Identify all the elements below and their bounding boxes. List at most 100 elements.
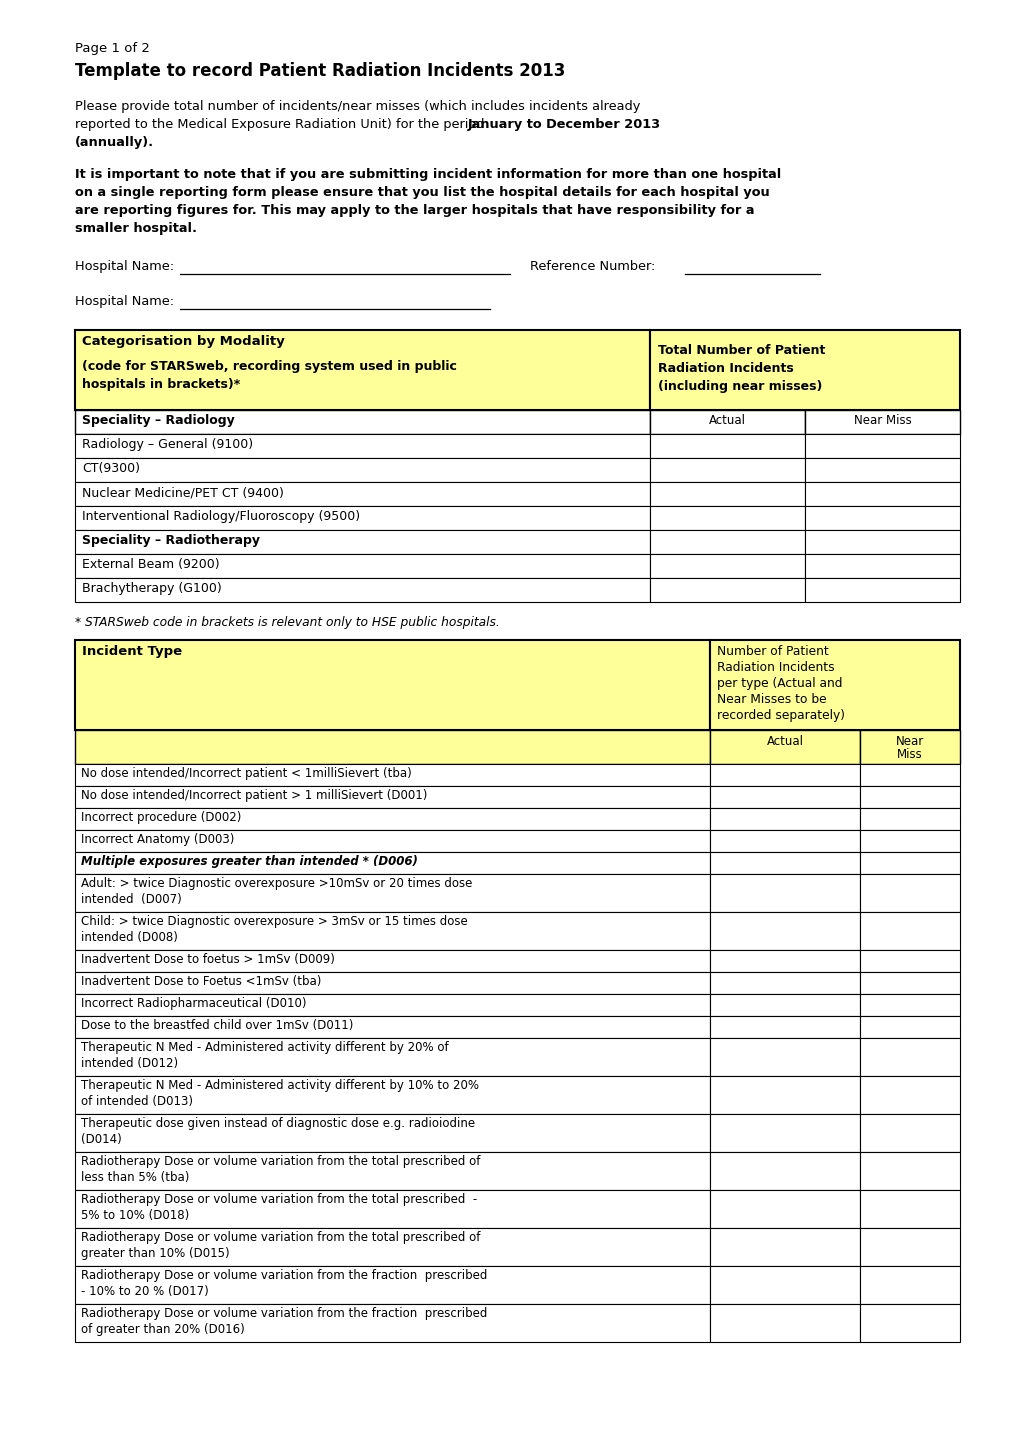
Text: Actual: Actual: [708, 414, 745, 427]
Text: hospitals in brackets)*: hospitals in brackets)*: [82, 378, 240, 391]
Bar: [75, 1152, 709, 1190]
Bar: [75, 579, 649, 602]
Text: reported to the Medical Exposure Radiation Unit) for the period: reported to the Medical Exposure Radiati…: [75, 118, 488, 131]
Bar: [804, 506, 959, 530]
Bar: [859, 1038, 959, 1076]
Bar: [859, 730, 959, 763]
Bar: [709, 949, 859, 973]
Text: Adult: > twice Diagnostic overexposure >10mSv or 20 times dose
intended  (D007): Adult: > twice Diagnostic overexposure >…: [81, 877, 472, 906]
Bar: [75, 457, 649, 482]
Bar: [709, 1152, 859, 1190]
Text: Near Miss: Near Miss: [853, 414, 911, 427]
Text: (including near misses): (including near misses): [657, 380, 821, 392]
Bar: [709, 874, 859, 912]
Bar: [75, 763, 709, 786]
Bar: [859, 912, 959, 949]
Bar: [75, 434, 649, 457]
Bar: [859, 949, 959, 973]
Text: No dose intended/Incorrect patient < 1milliSievert (tba): No dose intended/Incorrect patient < 1mi…: [81, 768, 412, 781]
Bar: [709, 1016, 859, 1038]
Bar: [859, 874, 959, 912]
Text: Child: > twice Diagnostic overexposure > 3mSv or 15 times dose
intended (D008): Child: > twice Diagnostic overexposure >…: [81, 915, 468, 945]
Bar: [709, 1038, 859, 1076]
Bar: [709, 786, 859, 808]
Bar: [75, 1228, 709, 1266]
Bar: [649, 410, 804, 434]
Text: Dose to the breastfed child over 1mSv (D011): Dose to the breastfed child over 1mSv (D…: [81, 1019, 353, 1032]
Bar: [75, 1190, 709, 1228]
Text: Template to record Patient Radiation Incidents 2013: Template to record Patient Radiation Inc…: [75, 62, 565, 79]
Bar: [75, 874, 709, 912]
Bar: [75, 530, 649, 554]
Bar: [859, 994, 959, 1016]
Bar: [709, 994, 859, 1016]
Text: Number of Patient: Number of Patient: [716, 645, 828, 658]
Text: Nuclear Medicine/PET CT (9400): Nuclear Medicine/PET CT (9400): [82, 486, 283, 499]
Bar: [709, 808, 859, 830]
Bar: [709, 641, 959, 730]
Bar: [859, 1190, 959, 1228]
Text: Actual: Actual: [765, 734, 803, 747]
Text: Total Number of Patient: Total Number of Patient: [657, 343, 824, 356]
Bar: [649, 434, 804, 457]
Text: Radiology – General (9100): Radiology – General (9100): [82, 439, 253, 452]
Text: Reference Number:: Reference Number:: [530, 260, 655, 273]
Bar: [709, 973, 859, 994]
Bar: [804, 554, 959, 579]
Bar: [649, 330, 959, 410]
Bar: [649, 457, 804, 482]
Bar: [75, 1304, 709, 1342]
Bar: [75, 1038, 709, 1076]
Bar: [75, 830, 709, 851]
Text: Incorrect Anatomy (D003): Incorrect Anatomy (D003): [81, 833, 234, 846]
Text: Radiotherapy Dose or volume variation from the total prescribed of
less than 5% : Radiotherapy Dose or volume variation fr…: [81, 1154, 480, 1185]
Bar: [709, 830, 859, 851]
Bar: [709, 851, 859, 874]
Text: Radiation Incidents: Radiation Incidents: [716, 661, 834, 674]
Bar: [859, 1266, 959, 1304]
Text: Speciality – Radiology: Speciality – Radiology: [82, 414, 234, 427]
Text: Incident Type: Incident Type: [82, 645, 182, 658]
Bar: [75, 912, 709, 949]
Text: Hospital Name:: Hospital Name:: [75, 260, 174, 273]
Text: per type (Actual and: per type (Actual and: [716, 677, 842, 690]
Bar: [649, 506, 804, 530]
Bar: [75, 994, 709, 1016]
Bar: [649, 579, 804, 602]
Bar: [859, 763, 959, 786]
Bar: [709, 1228, 859, 1266]
Text: Miss: Miss: [897, 747, 922, 760]
Bar: [75, 506, 649, 530]
Text: External Beam (9200): External Beam (9200): [82, 558, 219, 571]
Bar: [859, 1076, 959, 1114]
Bar: [75, 1076, 709, 1114]
Text: Therapeutic dose given instead of diagnostic dose e.g. radioiodine
(D014): Therapeutic dose given instead of diagno…: [81, 1117, 475, 1147]
Bar: [859, 973, 959, 994]
Bar: [804, 530, 959, 554]
Bar: [75, 851, 709, 874]
Text: Brachytherapy (G100): Brachytherapy (G100): [82, 582, 221, 595]
Text: Please provide total number of incidents/near misses (which includes incidents a: Please provide total number of incidents…: [75, 100, 640, 113]
Text: Incorrect procedure (D002): Incorrect procedure (D002): [81, 811, 242, 824]
Text: Therapeutic N Med - Administered activity different by 10% to 20%
of intended (D: Therapeutic N Med - Administered activit…: [81, 1079, 479, 1108]
Bar: [709, 730, 859, 763]
Bar: [75, 1114, 709, 1152]
Text: No dose intended/Incorrect patient > 1 milliSievert (D001): No dose intended/Incorrect patient > 1 m…: [81, 789, 427, 802]
Bar: [859, 1114, 959, 1152]
Text: Radiotherapy Dose or volume variation from the fraction  prescribed
of greater t: Radiotherapy Dose or volume variation fr…: [81, 1307, 487, 1336]
Bar: [709, 1076, 859, 1114]
Bar: [75, 730, 709, 763]
Text: Incorrect Radiopharmaceutical (D010): Incorrect Radiopharmaceutical (D010): [81, 997, 306, 1010]
Text: are reporting figures for. This may apply to the larger hospitals that have resp: are reporting figures for. This may appl…: [75, 203, 754, 216]
Bar: [75, 410, 649, 434]
Bar: [75, 949, 709, 973]
Bar: [649, 530, 804, 554]
Bar: [75, 808, 709, 830]
Bar: [804, 482, 959, 506]
Bar: [859, 1304, 959, 1342]
Text: CT(9300): CT(9300): [82, 462, 140, 475]
Bar: [804, 457, 959, 482]
Bar: [75, 786, 709, 808]
Text: Radiotherapy Dose or volume variation from the fraction  prescribed
- 10% to 20 : Radiotherapy Dose or volume variation fr…: [81, 1268, 487, 1299]
Bar: [859, 786, 959, 808]
